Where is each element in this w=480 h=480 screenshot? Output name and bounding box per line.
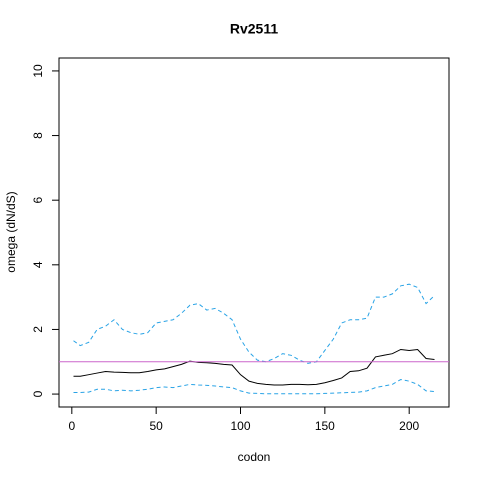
- series-line: [73, 379, 435, 395]
- x-tick-label: 50: [149, 419, 163, 433]
- y-tick-label: 6: [31, 197, 45, 204]
- chart-title: Rv2511: [230, 21, 278, 37]
- y-tick-label: 8: [31, 132, 45, 139]
- y-tick-label: 2: [31, 326, 45, 333]
- x-tick-label: 150: [315, 419, 335, 433]
- x-axis-label: codon: [238, 450, 271, 464]
- x-tick-label: 0: [68, 419, 75, 433]
- y-tick-label: 4: [31, 261, 45, 268]
- series-line: [73, 283, 435, 364]
- series-line: [73, 348, 435, 386]
- y-tick-label: 0: [31, 390, 45, 397]
- x-tick-label: 100: [230, 419, 250, 433]
- y-tick-label: 10: [31, 64, 45, 78]
- plot-frame: [58, 57, 450, 408]
- y-axis-label: omega (dN/dS): [4, 191, 18, 272]
- x-tick-label: 200: [399, 419, 419, 433]
